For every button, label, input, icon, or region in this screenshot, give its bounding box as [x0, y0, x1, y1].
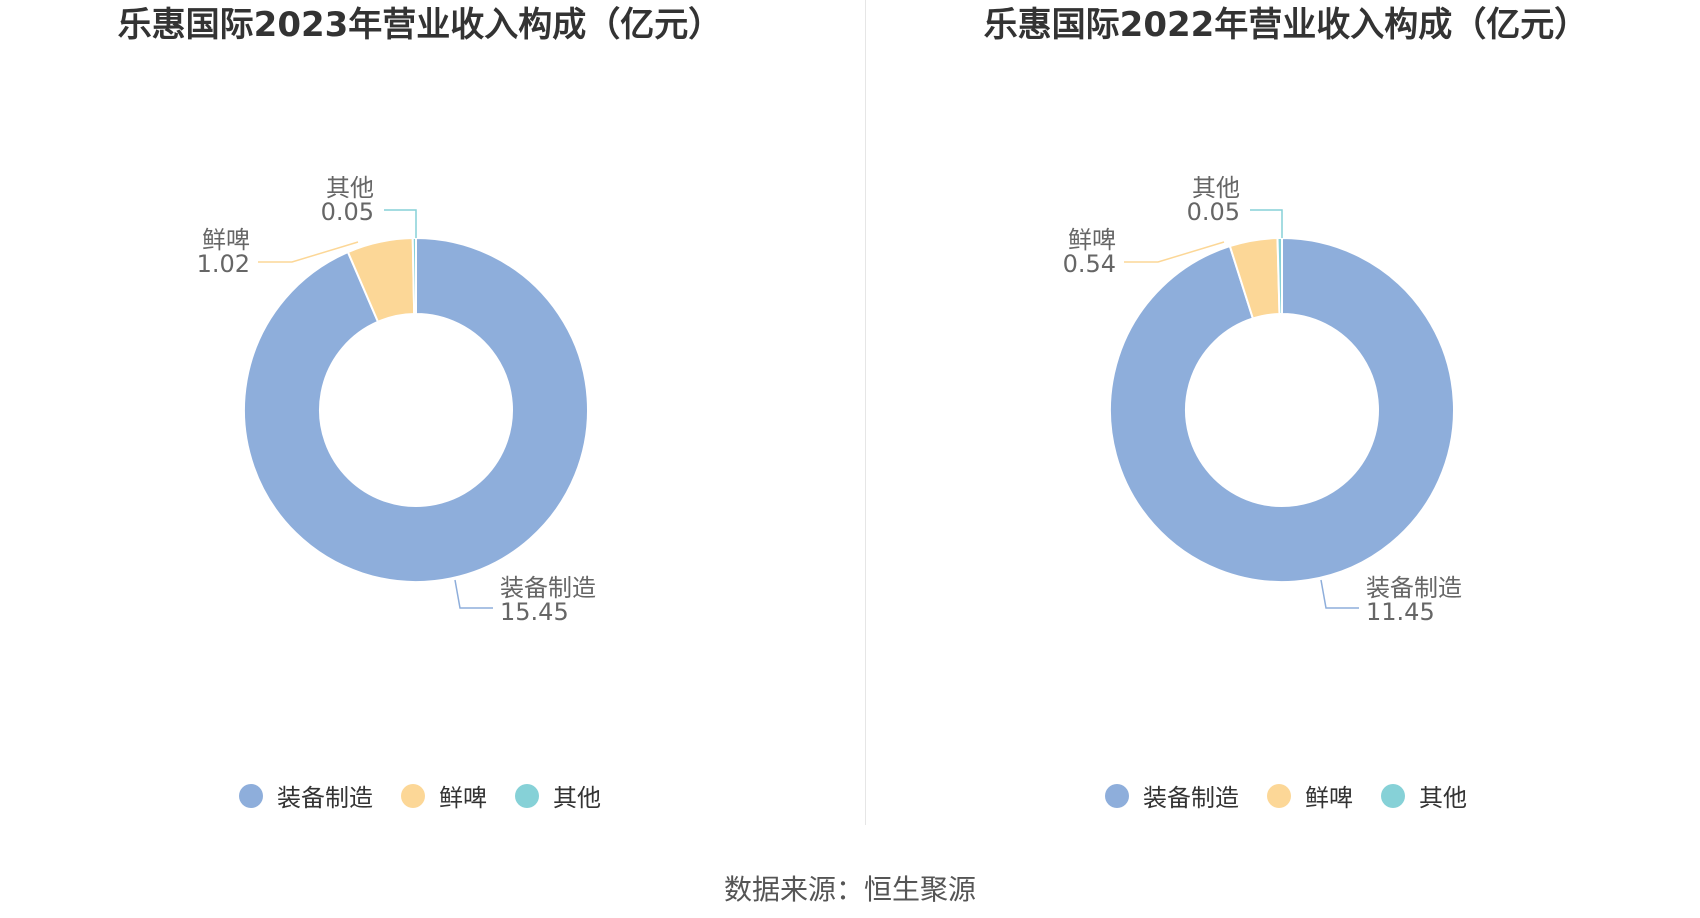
- legend-label-other: 其他: [553, 784, 601, 812]
- leader-line-other: [1250, 209, 1283, 238]
- slice-label-draft-beer: 鲜啤: [202, 226, 250, 254]
- legend-dot-other: [515, 783, 539, 808]
- donut-slice-other[interactable]: [1276, 236, 1283, 316]
- legend-dot-equipment: [1105, 783, 1129, 808]
- chart-title-2022: 乐惠国际2022年营业收入构成（亿元）: [983, 5, 1589, 45]
- legend-label-draft-beer: 鲜啤: [1305, 784, 1353, 812]
- leader-line-draft-beer: [258, 241, 359, 263]
- legend-2022: 装备制造 鲜啤 其他: [866, 778, 1700, 813]
- slice-label-draft-beer: 鲜啤: [1068, 226, 1116, 254]
- panel-divider: [865, 0, 866, 825]
- leader-line-equipment: [454, 579, 493, 609]
- leader-line-equipment: [1320, 579, 1359, 609]
- slice-value-other: 0.05: [1187, 198, 1240, 226]
- legend-label-equipment: 装备制造: [277, 784, 373, 812]
- legend-item-other[interactable]: 其他: [1381, 778, 1467, 813]
- legend-item-draft-beer[interactable]: 鲜啤: [1267, 778, 1353, 813]
- slice-value-other: 0.05: [321, 198, 374, 226]
- slice-value-equipment: 15.45: [500, 598, 569, 626]
- slice-label-equipment: 装备制造: [1366, 574, 1462, 602]
- legend-label-draft-beer: 鲜啤: [439, 784, 487, 812]
- leader-line-other: [384, 209, 417, 238]
- legend-label-equipment: 装备制造: [1143, 784, 1239, 812]
- data-source-note: 数据来源：恒生聚源: [723, 873, 976, 906]
- chart-title-2023: 乐惠国际2023年营业收入构成（亿元）: [117, 5, 723, 45]
- slice-label-equipment: 装备制造: [500, 574, 596, 602]
- legend-item-draft-beer[interactable]: 鲜啤: [401, 778, 487, 813]
- legend-dot-draft-beer: [401, 783, 425, 808]
- donut-slice-equipment[interactable]: [243, 236, 589, 583]
- legend-dot-draft-beer: [1267, 783, 1291, 808]
- slice-value-draft-beer: 1.02: [197, 250, 250, 278]
- legend-2023: 装备制造 鲜啤 其他: [0, 778, 840, 813]
- leader-line-draft-beer: [1124, 241, 1225, 263]
- legend-item-equipment[interactable]: 装备制造: [1105, 778, 1239, 813]
- donut-slice-equipment[interactable]: [1109, 236, 1456, 583]
- slice-label-other: 其他: [326, 174, 374, 202]
- slice-label-other: 其他: [1192, 174, 1240, 202]
- chart-panel-2022: 乐惠国际2022年营业收入构成（亿元） 装备制造 11.45 鲜啤 0.54 其他 0.0…: [866, 0, 1700, 820]
- legend-dot-other: [1381, 783, 1405, 808]
- slice-value-draft-beer: 0.54: [1063, 250, 1116, 278]
- donut-slice-other[interactable]: [411, 236, 417, 316]
- chart-panel-2023: 乐惠国际2023年营业收入构成（亿元） 装备制造 15.45 鲜啤 1.02 其他 0.0…: [0, 0, 850, 820]
- legend-label-other: 其他: [1419, 784, 1467, 812]
- legend-item-other[interactable]: 其他: [515, 778, 601, 813]
- slice-value-equipment: 11.45: [1366, 598, 1435, 626]
- legend-dot-equipment: [239, 783, 263, 808]
- legend-item-equipment[interactable]: 装备制造: [239, 778, 373, 813]
